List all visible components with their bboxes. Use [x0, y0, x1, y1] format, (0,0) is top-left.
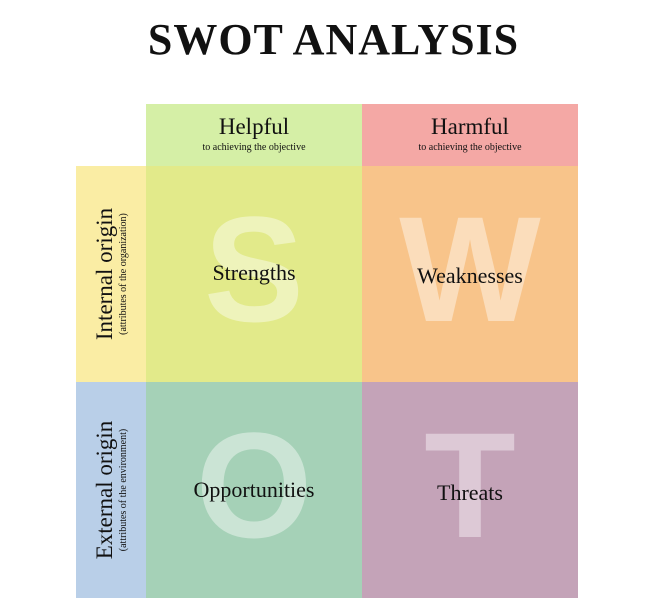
quadrant-threats: T Threats	[362, 382, 578, 598]
row-header-external-sub: (attributes of the environment)	[118, 428, 129, 552]
column-header-helpful-sub: to achieving the objective	[202, 142, 306, 153]
row-header-internal-sub: (attributes of the organization)	[118, 213, 129, 335]
quadrant-opportunities-label: Opportunities	[193, 477, 315, 502]
quadrant-strengths: S Strengths	[146, 166, 362, 382]
column-header-helpful: Helpful to achieving the objective	[146, 104, 362, 166]
row-header-internal: Internal origin (attributes of the organ…	[76, 166, 146, 382]
column-header-harmful-sub: to achieving the objective	[418, 142, 522, 153]
quadrant-opportunities: O Opportunities	[146, 382, 362, 598]
quadrant-strengths-letter: S	[203, 185, 305, 353]
quadrant-weaknesses-letter: W	[399, 185, 541, 353]
quadrant-weaknesses-label: Weaknesses	[417, 263, 523, 288]
column-header-harmful: Harmful to achieving the objective	[362, 104, 578, 166]
row-header-internal-label: Internal origin	[92, 207, 117, 341]
quadrant-threats-label: Threats	[437, 480, 503, 505]
quadrant-strengths-label: Strengths	[212, 260, 296, 285]
quadrant-threats-letter: T	[424, 401, 516, 569]
quadrant-weaknesses: W Weaknesses	[362, 166, 578, 382]
column-header-harmful-label: Harmful	[431, 114, 509, 139]
row-header-external: External origin (attributes of the envir…	[76, 382, 146, 598]
page-title: SWOT ANALYSIS	[147, 15, 520, 64]
quadrant-opportunities-letter: O	[195, 401, 313, 569]
row-header-external-label: External origin	[92, 420, 117, 560]
column-header-helpful-label: Helpful	[218, 114, 290, 139]
